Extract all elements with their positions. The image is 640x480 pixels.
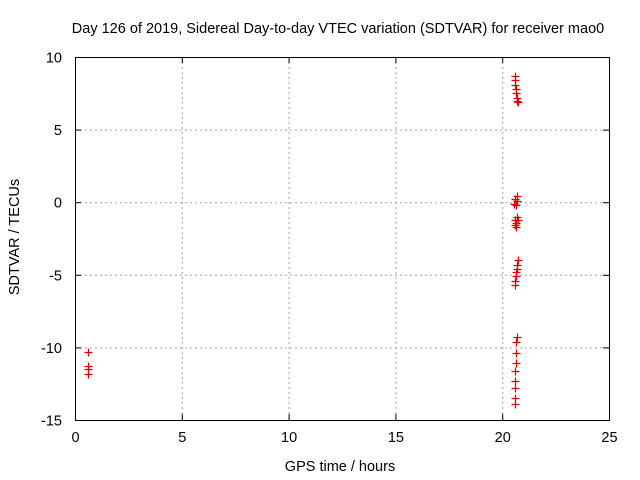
x-tick-label: 15 (388, 430, 404, 446)
y-tick-label: -15 (41, 414, 62, 430)
data-point (511, 221, 520, 230)
data-point (512, 359, 521, 368)
data-points (84, 72, 523, 409)
data-point (511, 384, 520, 393)
plot-frame (75, 57, 610, 421)
data-point (512, 89, 521, 98)
data-point (513, 97, 522, 106)
data-point (511, 81, 520, 90)
x-tick-label: 10 (281, 430, 297, 446)
y-tick-label: 5 (54, 123, 62, 139)
data-point (512, 349, 521, 358)
data-point (512, 201, 521, 210)
grid-lines (75, 57, 609, 420)
data-point (512, 272, 521, 281)
x-tick-label: 0 (71, 430, 79, 446)
x-axis-label: GPS time / hours (285, 459, 395, 475)
chart-title: Day 126 of 2019, Sidereal Day-to-day VTE… (72, 21, 604, 37)
data-point (514, 98, 523, 107)
x-tick-label: 20 (495, 430, 511, 446)
y-tick-label: 0 (54, 196, 62, 212)
y-tick-label: -5 (49, 268, 62, 284)
y-tick-label: 10 (46, 51, 62, 67)
data-point (510, 200, 519, 209)
data-point (511, 400, 520, 409)
data-point (512, 223, 521, 232)
plot-border (75, 57, 610, 421)
data-point (513, 333, 522, 342)
data-point (514, 256, 523, 265)
axis-ticks: 0 5 10 15 20 25 -15 -10 -5 0 5 10 (41, 51, 618, 447)
data-point (84, 348, 93, 357)
y-axis-label: SDTVAR / TECUs (7, 179, 23, 295)
x-tick-label: 25 (601, 430, 617, 446)
data-point (511, 195, 520, 204)
x-tick-label: 5 (178, 430, 186, 446)
data-point (511, 281, 520, 290)
data-point (512, 338, 521, 347)
data-point (511, 367, 520, 376)
data-point (511, 377, 520, 386)
data-point (84, 370, 93, 379)
y-tick-label: -10 (41, 341, 62, 357)
